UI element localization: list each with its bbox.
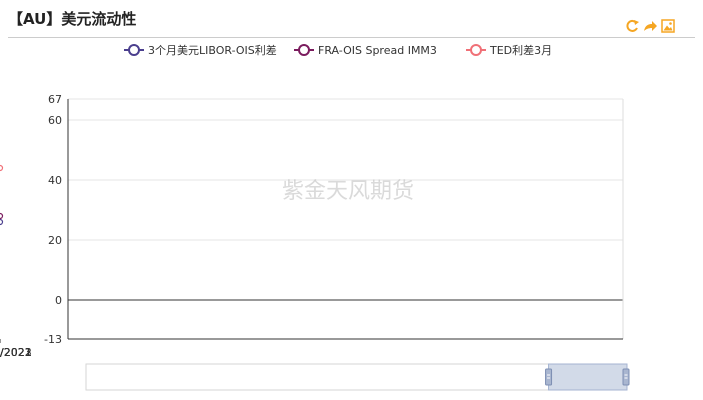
- y-tick-label: 20: [48, 234, 62, 247]
- y-tick-label: 40: [48, 174, 62, 187]
- refresh-icon[interactable]: [624, 18, 640, 34]
- x-tick-label: 04/01/2022: [0, 346, 32, 359]
- series-end-point-2: [0, 212, 4, 220]
- chart-header: 【AU】美元流动性: [0, 0, 703, 38]
- watermark-text: 紫金天风期货: [282, 179, 414, 204]
- x-tick-label: 12/16/2021: [0, 346, 32, 359]
- zoom-slider-track[interactable]: [85, 363, 628, 391]
- save-image-icon[interactable]: [660, 18, 676, 34]
- x-tick-label: 05/26/2021: [0, 346, 32, 359]
- x-tick-label: 07/18/2022: [0, 346, 32, 359]
- y-tick-label: 0: [55, 294, 62, 307]
- zoom-handle-right[interactable]: [622, 368, 630, 386]
- header-divider: [8, 37, 695, 38]
- y-tick-label: -13: [44, 333, 62, 346]
- share-icon[interactable]: [642, 18, 658, 34]
- legend-label-2[interactable]: FRA-OIS Spread IMM3: [318, 44, 437, 57]
- y-tick-label: 60: [48, 114, 62, 127]
- x-tick-label: 04/03/2023: [0, 346, 32, 359]
- legend-marker-1[interactable]: [128, 44, 140, 56]
- legend-marker-2[interactable]: [298, 44, 310, 56]
- legend-label-1[interactable]: 3个月美元LIBOR-OIS利差: [148, 43, 277, 57]
- series-end-point-3: [0, 164, 4, 172]
- y-tick-label: 67: [48, 93, 62, 106]
- x-tick-label: 11/01/2022: [0, 346, 32, 359]
- legend-label-3[interactable]: TED利差3月: [489, 43, 552, 57]
- x-tick-label: 09/01/2021: [0, 346, 32, 359]
- legend-marker-3[interactable]: [470, 44, 482, 56]
- zoom-selected-window[interactable]: [548, 363, 628, 391]
- page-title: 【AU】美元流动性: [8, 10, 137, 28]
- zoom-handle-left[interactable]: [545, 368, 553, 386]
- series-end-point-1: [0, 218, 4, 226]
